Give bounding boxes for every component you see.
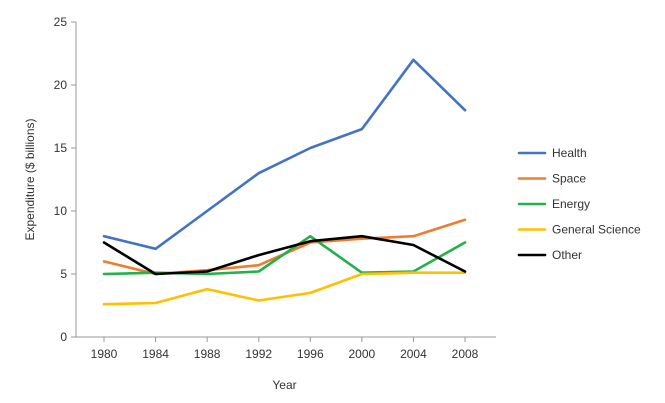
x-axis-title: Year (272, 378, 296, 392)
x-tick-label: 1988 (194, 347, 221, 361)
y-tick-label: 15 (54, 141, 68, 155)
y-tick-label: 0 (60, 330, 67, 344)
y-tick-label: 10 (54, 204, 68, 218)
y-axis-title: Expenditure ($ billions) (23, 118, 37, 240)
legend: Health Space Energy General Science Other (517, 146, 641, 262)
series-line-energy (102, 234, 467, 276)
legend-label: General Science (552, 223, 641, 237)
y-tick-label: 5 (60, 267, 67, 281)
legend-label: Other (552, 248, 582, 262)
series-line-other (102, 234, 467, 276)
x-tick-label: 2000 (349, 347, 376, 361)
x-axis-ticks: 1980 1984 1988 1992 1996 2000 2004 2008 (91, 337, 479, 361)
series-line-general-science (102, 271, 467, 306)
y-tick-label: 25 (54, 15, 68, 29)
x-tick-label: 2004 (400, 347, 427, 361)
legend-label: Space (552, 172, 586, 186)
legend-label: Health (552, 146, 587, 160)
x-tick-label: 1984 (142, 347, 169, 361)
x-tick-label: 1980 (91, 347, 118, 361)
legend-label: Energy (552, 197, 590, 211)
x-tick-label: 1996 (297, 347, 324, 361)
y-axis-ticks: 0 5 10 15 20 25 (54, 15, 76, 344)
x-tick-label: 1992 (245, 347, 272, 361)
y-tick-label: 20 (54, 78, 68, 92)
series-line-health (102, 58, 467, 251)
chart-axes (75, 22, 496, 338)
series-lines (102, 58, 467, 306)
x-tick-label: 2008 (452, 347, 479, 361)
